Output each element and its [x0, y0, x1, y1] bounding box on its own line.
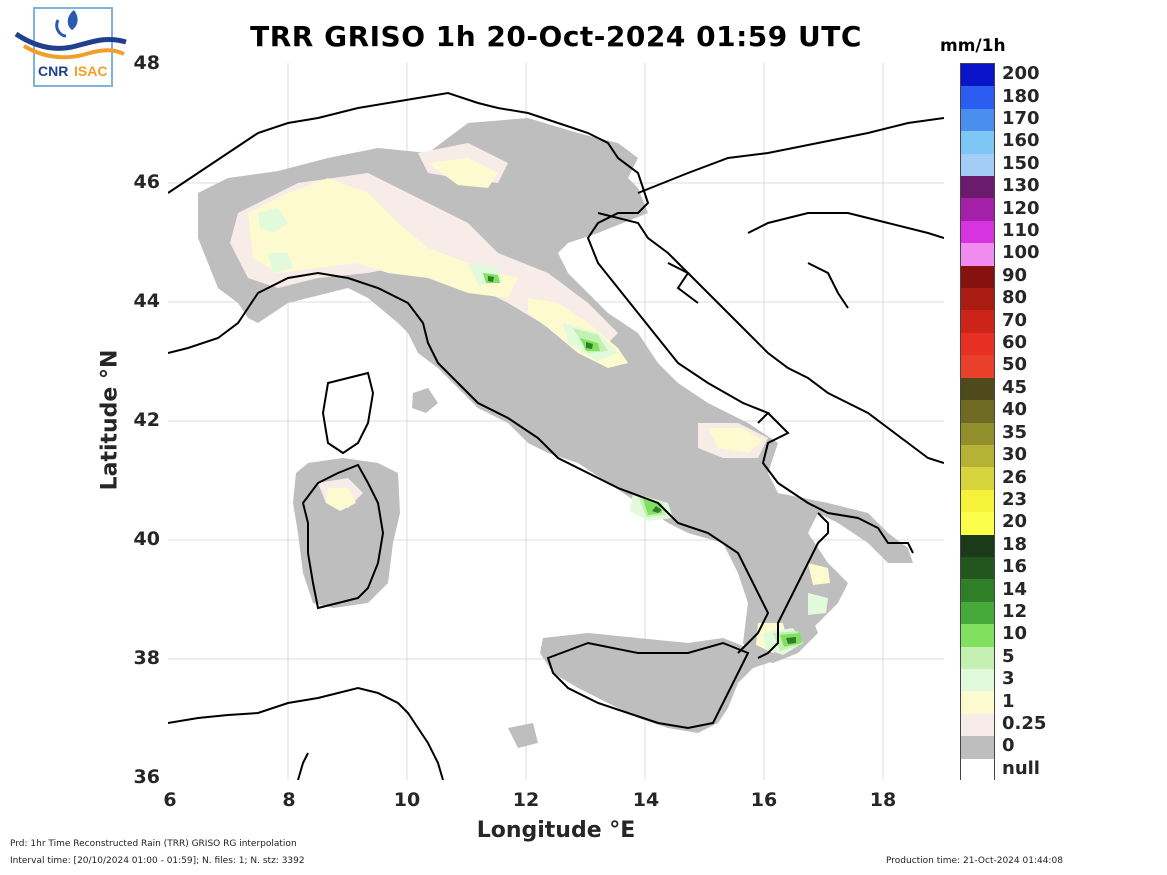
- map-canvas: [168, 63, 944, 780]
- colorbar-segment: [961, 265, 994, 289]
- x-tick-label: 18: [869, 789, 897, 811]
- colorbar-segment: [961, 534, 994, 558]
- colorbar-label: 45: [1002, 376, 1028, 398]
- colorbar-label: 120: [1002, 197, 1040, 219]
- map-title: TRR GRISO 1h 20-Oct-2024 01:59 UTC: [250, 20, 862, 53]
- logo-text-cnr: CNR: [38, 63, 68, 79]
- colorbar-label: 150: [1002, 152, 1040, 174]
- colorbar-segment: [961, 64, 994, 87]
- colorbar-segment: [961, 713, 994, 737]
- colorbar-segment: [961, 310, 994, 334]
- rain-14mm-area: [488, 276, 796, 644]
- y-tick-label: 46: [133, 171, 160, 193]
- colorbar-label: 70: [1002, 309, 1028, 331]
- colorbar-label: 20: [1002, 511, 1028, 533]
- colorbar-segment: [961, 198, 994, 222]
- colorbar-segment: [961, 736, 994, 760]
- x-tick-label: 14: [632, 789, 660, 811]
- colorbar-label: 35: [1002, 421, 1028, 443]
- x-tick-label: 16: [750, 789, 778, 811]
- colorbar: [960, 63, 995, 782]
- colorbar-label: 5: [1002, 645, 1015, 667]
- colorbar-label: 16: [1002, 556, 1028, 578]
- colorbar-segment: [961, 601, 994, 625]
- colorbar-label: 200: [1002, 63, 1040, 85]
- colorbar-segment: [961, 422, 994, 446]
- colorbar-label: 0.25: [1002, 712, 1047, 734]
- colorbar-segment: [961, 288, 994, 312]
- colorbar-segment: [961, 556, 994, 580]
- colorbar-label: 80: [1002, 287, 1028, 309]
- colorbar-segment: [961, 444, 994, 468]
- x-tick-label: 8: [282, 789, 296, 811]
- colorbar-segment: [961, 668, 994, 692]
- precipitation-map: [168, 63, 944, 780]
- logo-text-isac: ISAC: [74, 63, 107, 79]
- y-tick-label: 48: [133, 52, 160, 74]
- colorbar-segment: [961, 400, 994, 424]
- colorbar-label: 10: [1002, 623, 1028, 645]
- colorbar-label: 60: [1002, 332, 1028, 354]
- y-axis-label: Latitude °N: [97, 349, 123, 491]
- footer-product: Prd: 1hr Time Reconstructed Rain (TRR) G…: [10, 839, 297, 849]
- colorbar-label: 0: [1002, 735, 1015, 757]
- colorbar-label: 26: [1002, 466, 1028, 488]
- x-tick-label: 10: [393, 789, 421, 811]
- colorbar-label: 23: [1002, 488, 1028, 510]
- colorbar-unit: mm/1h: [940, 36, 1006, 56]
- colorbar-label: 40: [1002, 399, 1028, 421]
- x-axis-label: Longitude °E: [476, 818, 636, 843]
- colorbar-label: 14: [1002, 578, 1028, 600]
- footer-interval: Interval time: [20/10/2024 01:00 - 01:59…: [10, 856, 305, 866]
- colorbar-label: 3: [1002, 668, 1015, 690]
- y-tick-label: 38: [133, 647, 160, 669]
- colorbar-segment: [961, 153, 994, 177]
- colorbar-segment: [961, 512, 994, 536]
- colorbar-segment: [961, 646, 994, 670]
- colorbar-label: 130: [1002, 175, 1040, 197]
- colorbar-label: 18: [1002, 533, 1028, 555]
- colorbar-segment: [961, 108, 994, 132]
- colorbar-segment: [961, 691, 994, 715]
- x-tick-label: 6: [163, 789, 177, 811]
- colorbar-segment: [961, 579, 994, 603]
- colorbar-label: null: [1002, 757, 1040, 779]
- colorbar-label: 30: [1002, 444, 1028, 466]
- colorbar-label: 100: [1002, 242, 1040, 264]
- colorbar-segment: [961, 220, 994, 244]
- colorbar-segment: [961, 624, 994, 648]
- colorbar-label: 180: [1002, 85, 1040, 107]
- colorbar-label: 50: [1002, 354, 1028, 376]
- y-tick-label: 36: [133, 766, 160, 788]
- cnr-isac-logo: CNR ISAC: [14, 6, 128, 88]
- y-tick-label: 42: [133, 409, 160, 431]
- colorbar-segment: [961, 758, 994, 782]
- footer-production-time: Production time: 21-Oct-2024 01:44:08: [886, 856, 1063, 866]
- colorbar-segment: [961, 467, 994, 491]
- coastlines-borders: [168, 91, 944, 780]
- colorbar-segment: [961, 377, 994, 401]
- colorbar-segment: [961, 332, 994, 356]
- colorbar-segment: [961, 86, 994, 110]
- y-tick-label: 40: [133, 528, 160, 550]
- colorbar-segment: [961, 131, 994, 155]
- colorbar-label: 170: [1002, 108, 1040, 130]
- colorbar-label: 110: [1002, 220, 1040, 242]
- colorbar-segment: [961, 355, 994, 379]
- colorbar-label: 1: [1002, 690, 1015, 712]
- colorbar-label: 160: [1002, 130, 1040, 152]
- colorbar-label: 12: [1002, 600, 1028, 622]
- colorbar-segment: [961, 243, 994, 267]
- colorbar-label: 90: [1002, 264, 1028, 286]
- x-tick-label: 12: [512, 789, 540, 811]
- y-tick-label: 44: [133, 290, 160, 312]
- colorbar-segment: [961, 176, 994, 200]
- colorbar-segment: [961, 489, 994, 513]
